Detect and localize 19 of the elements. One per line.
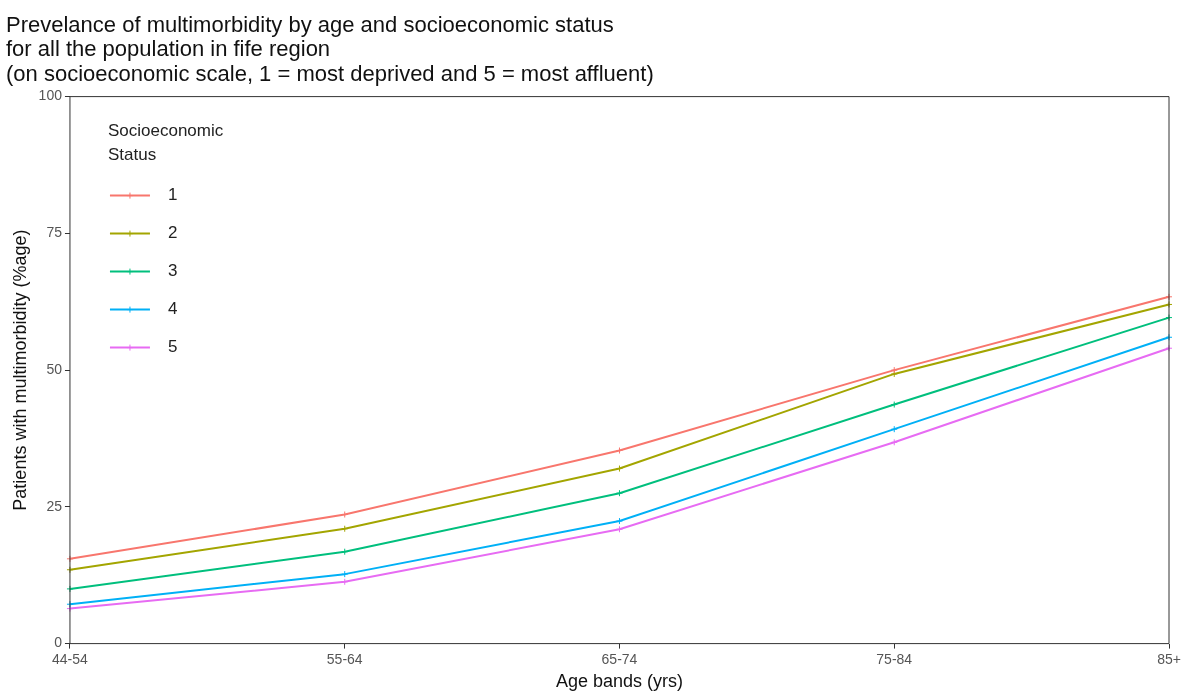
y-tick-label: 100 [38,87,63,104]
x-axis-title: Age bands (yrs) [555,671,684,692]
x-tick-label: 55-64 [326,650,363,667]
y-tick-label: 50 [46,360,63,377]
x-tick-label: 75-84 [876,650,913,667]
y-tick-label: 0 [54,634,63,651]
y-tick-label: 25 [46,497,63,514]
legend-label: 1 [167,185,178,205]
legend-label: 5 [167,337,178,357]
x-tick-label: 85+ [1157,650,1181,667]
chart-title: Prevelance of multimorbidity by age and socioeconomic status for all the population in fife region (on socioeconomic scale, 1 = most deprived and 5 = most affluent) [6,12,654,86]
x-tick-label: 44-54 [52,650,89,667]
x-tick-label: 65-74 [601,650,638,667]
y-tick-label: 75 [46,224,63,241]
legend-title: Socioeconomic Status [107,121,224,165]
legend-label: 3 [167,261,178,281]
legend-label: 2 [167,223,178,243]
legend-label: 4 [167,299,178,319]
y-axis-title: Patients with multimorbidity (%age) [9,229,30,511]
